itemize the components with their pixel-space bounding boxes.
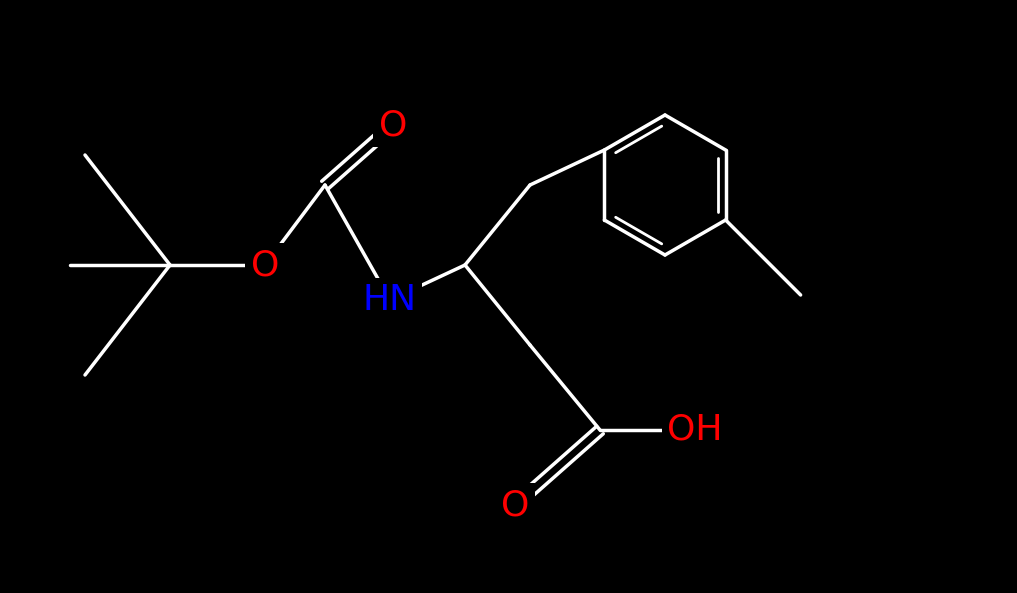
Text: OH: OH (667, 413, 723, 447)
Text: O: O (500, 488, 529, 522)
Text: O: O (378, 108, 407, 142)
Text: O: O (251, 248, 280, 282)
Text: HN: HN (363, 283, 417, 317)
